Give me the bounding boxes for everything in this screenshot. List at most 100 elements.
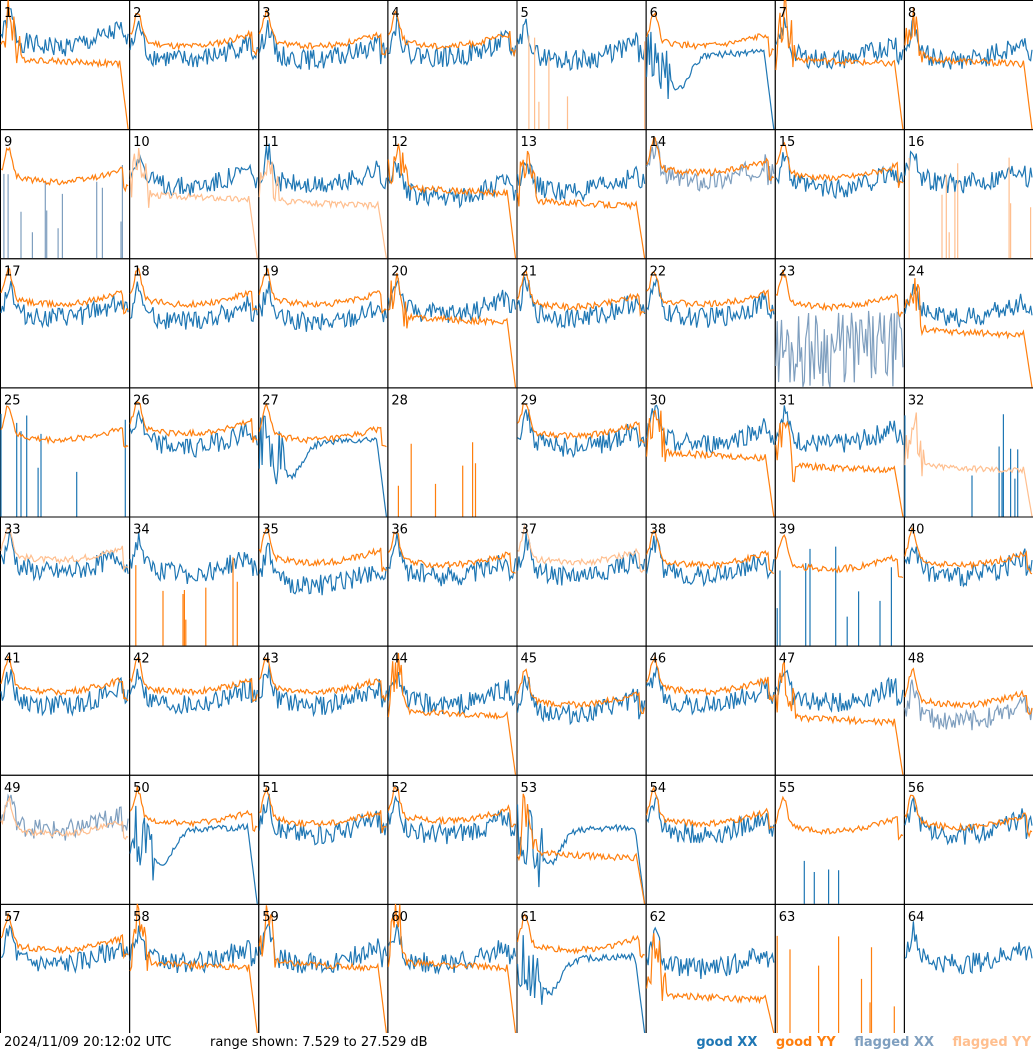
panel-label: 43 [262, 652, 279, 667]
panel-label: 34 [133, 523, 150, 538]
panel-36: 36 [387, 516, 518, 647]
panel-47: 47 [774, 645, 905, 776]
series-good-yy [646, 136, 775, 182]
series-good-xx [0, 924, 129, 974]
series-good-xx [388, 16, 517, 68]
series-good-xx [904, 921, 1033, 975]
series-good-xx [0, 669, 129, 717]
series-good-xx [775, 17, 904, 70]
panel-59: 59 [258, 903, 389, 1033]
panel-61: 61 [516, 903, 647, 1033]
panel-border [0, 129, 131, 260]
panel-label: 63 [779, 910, 796, 925]
series-good-xx [258, 415, 387, 517]
series-good-yy [904, 794, 1033, 838]
panel-label: 46 [650, 652, 667, 667]
panel-label: 47 [779, 652, 796, 667]
series-good-xx [129, 20, 258, 68]
panel-14: 14 [645, 129, 776, 260]
series-good-yy [646, 653, 775, 703]
series-good-xx [517, 409, 646, 459]
series-good-xx [0, 280, 129, 329]
series-good-xx [646, 535, 775, 588]
series-good-yy [775, 661, 904, 775]
panel-label: 54 [650, 781, 667, 796]
series-good-xx [259, 143, 387, 193]
series-flagged-yy [904, 412, 1033, 517]
series-good-yy [646, 933, 775, 1033]
panel-63: 63 [774, 903, 905, 1033]
series-good-yy [517, 403, 645, 444]
series-good-yy [775, 420, 904, 517]
panel-33: 33 [0, 516, 131, 647]
series-good-yy [516, 668, 646, 715]
panel-label: 64 [908, 910, 925, 925]
panel-43: 43 [258, 645, 389, 776]
series-good-yy [775, 795, 904, 841]
series-good-yy [129, 656, 258, 703]
series-good-yy [904, 278, 1033, 388]
panel-41: 41 [0, 645, 131, 776]
panel-label: 38 [650, 523, 667, 538]
panel-34: 34 [129, 516, 260, 647]
series-good-xx [258, 793, 387, 846]
panel-22: 22 [645, 258, 776, 389]
panel-label: 41 [4, 652, 21, 667]
series-good-yy [775, 534, 904, 579]
series-good-yy [904, 6, 1033, 130]
series-good-xx [0, 413, 126, 517]
series-good-xx [387, 924, 517, 975]
series-good-yy [387, 903, 517, 1033]
series-good-xx [516, 276, 646, 329]
series-flagged-xx [0, 793, 129, 841]
panel-57: 57 [0, 903, 131, 1033]
legend-good-xx: good XX [696, 1035, 758, 1050]
panel-label: 56 [908, 781, 925, 796]
series-good-xx [0, 5, 129, 57]
panel-46: 46 [645, 645, 776, 776]
series-good-yy [904, 667, 1033, 715]
series-flagged-yy [0, 795, 129, 841]
series-flagged-xx [3, 165, 123, 259]
panel-32: 32 [903, 387, 1033, 518]
series-good-xx [904, 150, 1033, 194]
series-good-xx [803, 860, 840, 904]
panel-label: 16 [908, 135, 925, 150]
panel-label: 11 [262, 135, 279, 150]
panel-38: 38 [645, 516, 776, 647]
series-good-xx [387, 277, 517, 323]
series-good-xx [646, 926, 775, 979]
series-good-xx [776, 546, 892, 646]
series-flagged-xx [775, 310, 904, 388]
series-good-yy [387, 10, 517, 58]
panel-label: 40 [908, 523, 925, 538]
series-good-xx [646, 276, 775, 328]
panel-label: 53 [521, 781, 538, 796]
panel-label: 5 [521, 6, 529, 21]
series-good-xx [258, 542, 387, 596]
panel-53: 53 [516, 774, 647, 905]
series-good-yy [775, 0, 904, 130]
panel-label: 55 [779, 781, 796, 796]
series-flagged-yy [517, 524, 645, 574]
panel-border [129, 0, 260, 131]
panel-label: 21 [521, 264, 538, 279]
series-good-xx [646, 31, 775, 130]
panel-label: 44 [391, 652, 408, 667]
series-good-yy [387, 786, 516, 828]
panel-label: 19 [262, 264, 279, 279]
legend: good XX good YY flagged XX flagged YY [682, 1035, 1031, 1050]
panel-8: 8 [903, 0, 1033, 131]
series-good-yy [387, 531, 516, 574]
timestamp: 2024/11/09 20:12:02 UTC [4, 1035, 172, 1050]
panel-31: 31 [774, 387, 905, 518]
series-good-yy [0, 0, 129, 130]
panel-label: 25 [4, 393, 21, 408]
panel-12: 12 [387, 129, 518, 260]
panel-label: 20 [391, 264, 408, 279]
panel-45: 45 [516, 645, 647, 776]
panel-55: 55 [774, 774, 905, 905]
panel-label: 58 [133, 910, 150, 925]
series-good-xx [904, 414, 1019, 517]
panel-17: 17 [0, 258, 131, 389]
